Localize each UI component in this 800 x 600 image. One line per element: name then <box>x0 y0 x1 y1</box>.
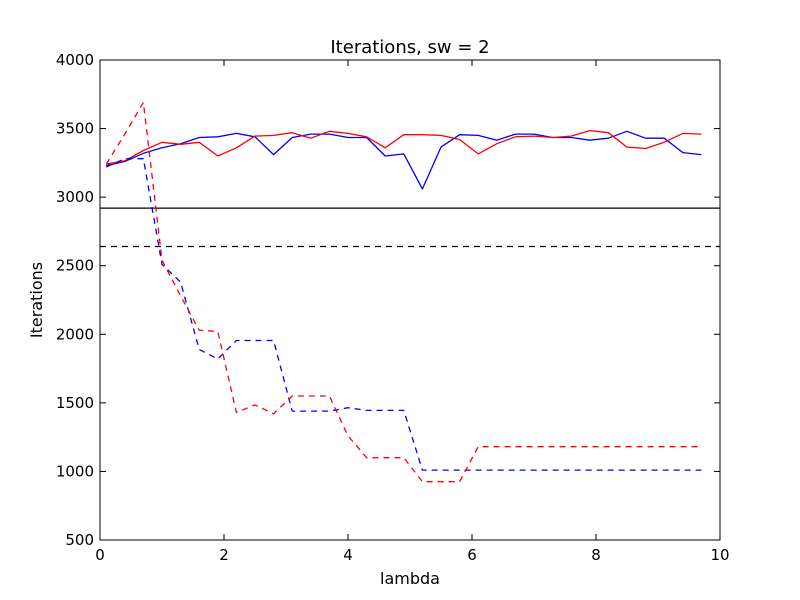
series-layer <box>105 101 702 483</box>
series-line-blue-dashed <box>105 158 702 471</box>
y-tick-label: 4000 <box>56 51 94 69</box>
chart-title: Iterations, sw = 2 <box>330 37 489 58</box>
x-tick-label: 6 <box>467 546 477 564</box>
y-tick-label: 3000 <box>56 188 94 206</box>
plot-frame <box>99 59 721 541</box>
y-tick-label: 2000 <box>56 325 94 343</box>
y-tick-label: 2500 <box>56 257 94 275</box>
series-line-blue-solid <box>106 130 702 190</box>
x-axis-label: lambda <box>380 569 440 588</box>
x-tick-label: 0 <box>95 546 105 564</box>
plot-area <box>100 60 720 540</box>
y-tick-label: 500 <box>65 531 94 549</box>
x-tick-label: 8 <box>591 546 601 564</box>
x-tick-label: 4 <box>343 546 353 564</box>
y-axis-label: Iterations <box>27 262 46 338</box>
reference-lines <box>100 207 720 248</box>
x-tick-label: 10 <box>710 546 729 564</box>
tick-labels: 0 2 4 6 8 10 500 1000 1500 2000 2500 3000 3500 4000 <box>56 51 730 564</box>
y-tick-label: 1500 <box>56 394 94 412</box>
series-line-red-solid <box>106 129 702 165</box>
y-tick-label: 3500 <box>56 120 94 138</box>
y-tick-label: 1000 <box>56 462 94 480</box>
x-tick-label: 2 <box>219 546 229 564</box>
